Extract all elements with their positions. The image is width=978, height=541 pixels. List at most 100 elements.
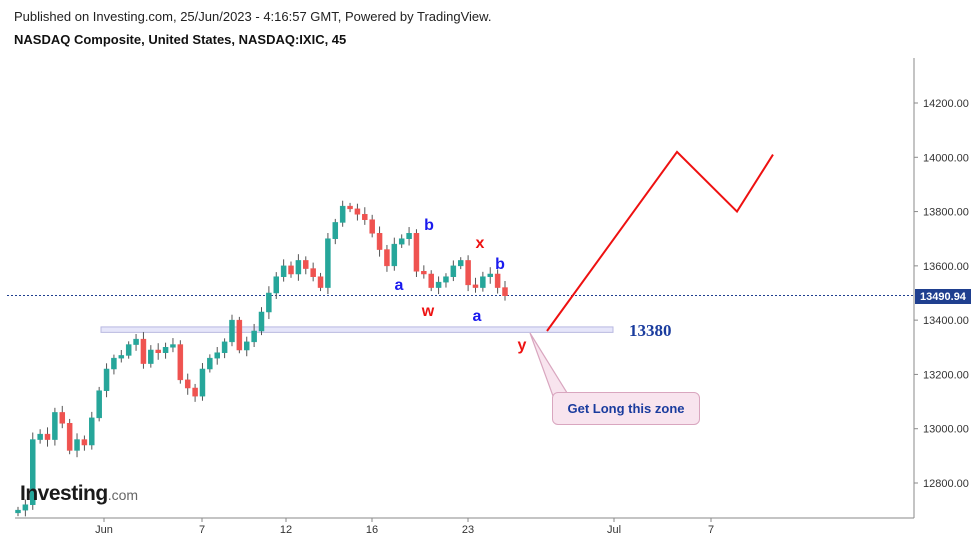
symbol-header: NASDAQ Composite, United States, NASDAQ:… [14, 32, 347, 47]
x-tick-label: 7 [708, 524, 714, 536]
candle-body [74, 439, 80, 451]
candle-body [177, 344, 184, 381]
published-header: Published on Investing.com, 25/Jun/2023 … [14, 9, 492, 24]
wave-label-y: y [518, 337, 527, 354]
candle-body [140, 338, 147, 364]
logo-main: Investing [20, 482, 108, 505]
candle-body [214, 352, 220, 359]
candle-body [398, 238, 405, 245]
y-tick-label: 13800.00 [923, 207, 969, 219]
candle-body [155, 349, 161, 353]
logo-domain: .com [107, 487, 139, 503]
candle-body [44, 433, 51, 440]
x-tick-label: Jun [95, 524, 113, 536]
candle-body [428, 273, 434, 288]
candle-body [96, 390, 102, 419]
candle-body [450, 265, 457, 277]
candle-body [421, 271, 427, 275]
y-tick-label: 13200.00 [923, 369, 969, 381]
candle-body [133, 338, 139, 345]
candle-body [273, 276, 280, 294]
candle-body [162, 347, 169, 353]
y-tick-label: 13600.00 [923, 261, 969, 273]
x-axis: Jun 7 12 16 23 Jul 7 [15, 517, 914, 536]
candle-body [125, 344, 132, 356]
candle-body [494, 273, 501, 288]
candle-body [170, 344, 176, 348]
candle-body [295, 260, 302, 275]
candle-body [66, 423, 73, 451]
candle-body [354, 208, 361, 215]
candle-body [111, 357, 117, 370]
candle-body [258, 311, 265, 332]
candle-body [30, 439, 36, 505]
candle-body [332, 222, 339, 239]
wave-labels: b a x w b a y [395, 217, 527, 354]
candle-body [317, 276, 324, 288]
candle-body [229, 319, 235, 343]
candle-body [472, 284, 479, 288]
x-tick-label: Jul [607, 524, 621, 536]
x-tick-label: 16 [366, 524, 378, 536]
candle-body [435, 281, 442, 288]
candle-body [59, 412, 66, 424]
y-tick-label: 12800.00 [923, 478, 969, 490]
callout-box: Get Long this zone [552, 392, 700, 425]
candle-body [207, 357, 213, 370]
candle-body [15, 509, 21, 514]
wave-label-w: w [421, 303, 435, 320]
candle-body [251, 330, 257, 343]
current-price-tag: 13490.94 [915, 289, 971, 304]
candle-body [480, 276, 486, 288]
projection-line [546, 150, 774, 332]
candle-body [487, 273, 493, 277]
wave-label-a: a [395, 277, 404, 294]
candle-body [391, 243, 398, 267]
candle-body [376, 233, 383, 250]
candle-body [406, 233, 412, 239]
candle-body [236, 319, 243, 351]
wave-label-b: b [424, 217, 434, 234]
candle-body [52, 412, 58, 440]
candle-body [148, 349, 154, 364]
candle-body [457, 260, 464, 267]
candle-body [184, 379, 191, 389]
candle-body [22, 504, 29, 511]
candle-body [362, 214, 368, 220]
candle-body [347, 205, 353, 210]
candle-body [118, 355, 125, 359]
candle-body [37, 433, 43, 440]
wave-label-b: b [495, 256, 505, 273]
candle-body [221, 341, 228, 353]
candle-body [192, 387, 198, 397]
y-tick-label: 13400.00 [923, 315, 969, 327]
candle-body [413, 233, 420, 272]
investing-logo: Investing.com [20, 482, 138, 506]
callout-pointer [529, 332, 571, 397]
x-tick-label: 23 [462, 524, 474, 536]
x-tick-label: 12 [280, 524, 292, 536]
y-axis: 14200.00 14000.00 13800.00 13600.00 13400.00… [7, 58, 969, 518]
candle-body [502, 287, 508, 296]
candle-body [443, 276, 449, 283]
support-zone [100, 326, 614, 397]
wave-label-a: a [473, 308, 482, 325]
y-tick-label: 14000.00 [923, 152, 969, 164]
projection-path [546, 150, 774, 332]
candles [15, 200, 508, 517]
candle-body [89, 417, 95, 446]
candle-body [288, 265, 294, 275]
candle-body [325, 238, 331, 288]
candle-body [369, 219, 375, 234]
candle-body [266, 292, 272, 313]
y-tick-label: 14200.00 [923, 98, 969, 110]
candle-body [103, 368, 110, 391]
support-zone-band [100, 326, 614, 333]
wave-label-x: x [476, 235, 485, 252]
candle-body [81, 439, 88, 446]
x-tick-label: 7 [199, 524, 205, 536]
candle-body [465, 260, 471, 286]
candle-body [243, 341, 250, 351]
candle-body [199, 368, 206, 397]
